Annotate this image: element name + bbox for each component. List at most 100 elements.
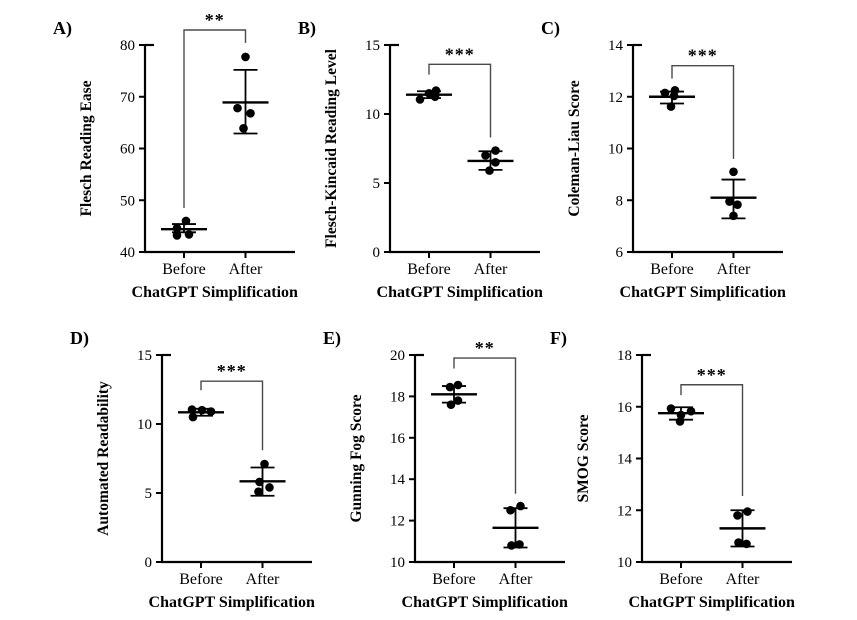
x-axis-title: ChatGPT Simplification [377, 284, 543, 301]
significance-bracket [200, 380, 264, 451]
y-tick-label: 10 [137, 417, 152, 433]
data-point [172, 223, 182, 233]
data-point [255, 477, 264, 487]
y-axis-title: SMOG Score [575, 414, 592, 502]
y-tick-label: 5 [373, 176, 381, 192]
significance-stars: *** [217, 361, 247, 381]
significance-bracket [671, 65, 735, 159]
data-point [430, 92, 440, 102]
y-tick-label: 0 [373, 245, 381, 261]
data-point [669, 91, 679, 101]
significance-stars: *** [697, 365, 727, 385]
y-tick-label: 10 [390, 555, 405, 571]
data-point [246, 109, 255, 118]
panel-label: C) [541, 18, 560, 39]
y-tick-label: 15 [365, 38, 380, 54]
data-point [206, 407, 216, 416]
panel-label: F) [550, 328, 567, 349]
data-point [733, 511, 742, 520]
data-point [265, 483, 274, 492]
significance-stars: *** [688, 46, 718, 66]
data-point [507, 541, 516, 550]
y-tick-label: 10 [608, 142, 623, 158]
panel-label: D) [70, 328, 89, 349]
data-point [415, 95, 425, 104]
data-point [446, 400, 456, 409]
y-tick-label: 60 [120, 142, 135, 158]
significance-stars: *** [445, 44, 475, 64]
y-tick-label: 14 [608, 38, 624, 54]
chart-panel-E: E) 10 12 14 16 18 20 Before After ** Gunning Fog S… [323, 328, 568, 611]
chart-panel-D: D) 0 5 10 15 Before After *** Automated Readabil… [70, 328, 315, 611]
panel-label: E) [323, 328, 341, 349]
data-point [676, 410, 686, 420]
chart-panel-A: A) 40 50 60 70 80 Before After ** Flesch Reading … [53, 10, 298, 301]
y-tick-label: 15 [137, 348, 152, 364]
data-point [241, 52, 250, 62]
panel-label: B) [298, 18, 316, 39]
data-point [515, 540, 524, 549]
y-tick-label: 80 [120, 38, 135, 54]
significance-bracket [183, 29, 247, 209]
data-point [734, 538, 743, 547]
y-tick-label: 40 [120, 245, 135, 261]
data-point [506, 505, 515, 515]
data-point [675, 417, 685, 426]
panel-label: A) [53, 18, 72, 39]
x-category-label: After [726, 571, 760, 588]
y-tick-label: 8 [616, 193, 624, 209]
y-axis-title: Gunning Fog Score [348, 394, 365, 522]
data-point [481, 151, 490, 160]
x-category-label: Before [650, 261, 694, 278]
significance-stars: ** [475, 338, 495, 358]
data-point [453, 380, 463, 390]
y-tick-label: 16 [617, 400, 633, 416]
y-tick-label: 18 [390, 389, 405, 405]
significance-bracket [428, 63, 492, 138]
y-tick-label: 0 [145, 555, 153, 571]
y-tick-label: 10 [365, 107, 380, 123]
x-category-label: After [474, 261, 508, 278]
x-axis-title: ChatGPT Simplification [629, 594, 795, 611]
data-point [729, 211, 738, 221]
significance-stars: ** [205, 10, 225, 30]
data-point [184, 230, 194, 239]
x-axis-title: ChatGPT Simplification [620, 284, 786, 301]
chart-panel-C: C) 6 8 10 12 14 Before After *** Coleman-Liau Sco… [541, 18, 786, 301]
data-point [742, 539, 751, 549]
data-point [254, 487, 263, 496]
data-point [686, 406, 696, 416]
y-tick-label: 12 [390, 514, 405, 530]
x-category-label: Before [179, 571, 223, 588]
data-point [491, 158, 500, 167]
data-point [491, 146, 500, 155]
y-tick-label: 50 [120, 193, 135, 209]
y-tick-label: 70 [120, 90, 135, 106]
y-tick-label: 6 [616, 245, 624, 261]
data-point [233, 103, 242, 113]
y-tick-label: 20 [390, 348, 405, 364]
data-point [172, 231, 182, 240]
y-axis-title: Coleman-Liau Score [566, 80, 583, 216]
data-point [188, 412, 198, 422]
data-point [197, 405, 207, 415]
y-axis-title: Flesch-Kincaid Reading Level [323, 48, 340, 248]
x-category-label: After [499, 571, 533, 588]
y-tick-label: 10 [617, 555, 632, 571]
x-category-label: Before [407, 261, 451, 278]
data-point [660, 88, 670, 98]
data-point [453, 396, 463, 405]
y-tick-label: 5 [145, 486, 153, 502]
data-point [743, 507, 752, 516]
y-tick-label: 16 [390, 431, 406, 447]
chart-panel-B: B) 0 5 10 15 Before After *** Flesch-Kincaid Rea… [298, 18, 543, 301]
data-point [666, 404, 676, 413]
significance-bracket [680, 384, 744, 497]
data-point [725, 197, 734, 206]
x-axis-title: ChatGPT Simplification [132, 284, 298, 301]
chart-panel-F: F) 10 12 14 16 18 Before After *** SMOG Score Chat… [550, 328, 795, 611]
y-tick-label: 14 [390, 472, 406, 488]
data-point [729, 167, 738, 177]
data-point [239, 124, 248, 133]
